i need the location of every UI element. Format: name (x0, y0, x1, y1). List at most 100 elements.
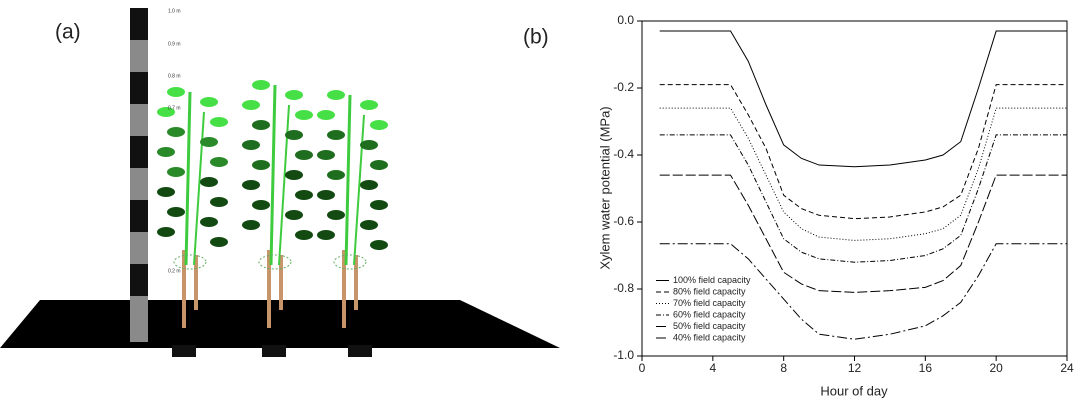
plant-scene (0, 8, 560, 357)
series-line (659, 243, 1067, 340)
leaf (370, 160, 388, 170)
leaf (167, 207, 185, 217)
leaf (317, 230, 335, 240)
leaf (200, 97, 218, 107)
scale-label: 0.7 m (168, 105, 181, 111)
stem (344, 94, 352, 266)
leaf (167, 87, 185, 97)
leaf (360, 220, 378, 230)
stake (342, 250, 346, 328)
leaf (157, 187, 175, 197)
pole-segment (130, 72, 148, 104)
series-line (659, 107, 1067, 241)
scale-label: 0.8 m (168, 73, 181, 79)
leaf (252, 80, 270, 90)
stake (354, 255, 358, 310)
x-tick-label: 24 (1060, 361, 1074, 375)
pole-segment (130, 232, 148, 264)
x-tick-label: 4 (709, 361, 716, 375)
stem (193, 111, 205, 266)
scale-label: 0.2 m (168, 268, 181, 274)
y-tick-label: -0.6 (613, 214, 634, 228)
stem (278, 104, 290, 266)
leaf (252, 160, 270, 170)
leaf (242, 180, 260, 190)
series-line (659, 134, 1067, 263)
leaf (285, 170, 303, 180)
leaf (242, 220, 260, 230)
stake (182, 250, 186, 328)
leaf (370, 120, 388, 130)
x-tick-label: 20 (989, 361, 1003, 375)
leaf (370, 200, 388, 210)
stem (353, 114, 365, 266)
pole-segment (130, 104, 148, 136)
leaf (242, 100, 260, 110)
y-axis-title: Xylem water potential (MPa) (597, 106, 612, 269)
series-line (659, 174, 1067, 293)
pole-segment (130, 168, 148, 200)
y-tick-label: -0.4 (613, 147, 634, 161)
leaf (252, 120, 270, 130)
leaf (285, 210, 303, 220)
stake (194, 255, 198, 310)
x-axis-title: Hour of day (820, 383, 888, 398)
legend-label: 70% field capacity (673, 298, 746, 308)
leaf (327, 130, 345, 140)
roots (173, 254, 207, 270)
leaf (242, 140, 260, 150)
leaf (360, 140, 378, 150)
leaf (295, 190, 313, 200)
leaf (327, 210, 345, 220)
pole-segment (130, 328, 148, 342)
pole-segment (130, 200, 148, 232)
stake (279, 255, 283, 310)
pole-segment (130, 296, 148, 328)
leaf (200, 177, 218, 187)
y-tick-label: -0.8 (613, 281, 634, 295)
pole-segment (130, 8, 148, 40)
legend-label: 40% field capacity (673, 332, 746, 342)
leaf (317, 150, 335, 160)
leaf (360, 180, 378, 190)
leaf (285, 90, 303, 100)
leaf (210, 117, 228, 127)
leaf (285, 130, 303, 140)
y-tick-label: 0.0 (617, 13, 634, 27)
pot (262, 345, 286, 357)
leaf (210, 197, 228, 207)
leaf (327, 90, 345, 100)
series-line (659, 84, 1067, 220)
leaf (360, 100, 378, 110)
leaf (295, 150, 313, 160)
pole-segment (130, 40, 148, 72)
series-line (659, 30, 1067, 168)
leaf (157, 227, 175, 237)
panel-label: (a) (55, 21, 81, 44)
y-tick-label: -0.2 (613, 80, 634, 94)
leaf (295, 230, 313, 240)
pole-segment (130, 264, 148, 296)
x-tick-label: 0 (639, 361, 646, 375)
leaf (200, 137, 218, 147)
stem (184, 91, 192, 266)
panel-label: (b) (523, 26, 549, 49)
leaf (210, 157, 228, 167)
leaf (317, 110, 335, 120)
leaf (167, 127, 185, 137)
legend-label: 50% field capacity (673, 321, 746, 331)
scale-label: 1.0 m (168, 8, 181, 14)
pot (172, 345, 196, 357)
leaf (327, 170, 345, 180)
leaf (157, 107, 175, 117)
x-tick-label: 16 (919, 361, 933, 375)
x-tick-label: 12 (848, 361, 862, 375)
stake (267, 250, 271, 328)
leaf (370, 240, 388, 250)
stem (269, 84, 277, 266)
pot (348, 345, 372, 357)
legend-label: 60% field capacity (673, 309, 746, 319)
leaf (317, 190, 335, 200)
legend-label: 80% field capacity (673, 286, 746, 296)
